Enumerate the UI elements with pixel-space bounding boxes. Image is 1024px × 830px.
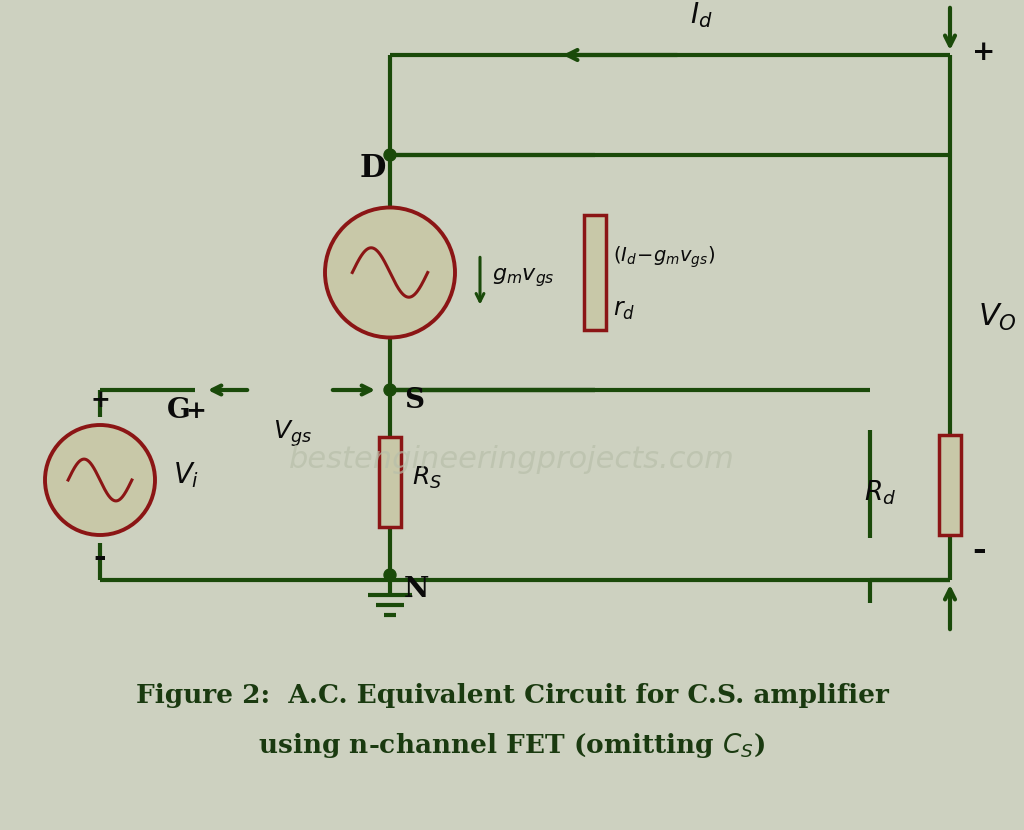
Text: +: +	[90, 388, 110, 412]
Text: N: N	[404, 576, 429, 603]
Text: S: S	[404, 387, 424, 414]
Text: $I_d$: $I_d$	[690, 0, 713, 30]
Text: +: +	[185, 399, 206, 423]
Text: $(I_d\!-\!g_m v_{gs})$: $(I_d\!-\!g_m v_{gs})$	[613, 245, 715, 271]
Text: $r_d$: $r_d$	[613, 299, 635, 322]
Text: Figure 2:  A.C. Equivalent Circuit for C.S. amplifier: Figure 2: A.C. Equivalent Circuit for C.…	[135, 682, 889, 707]
Circle shape	[384, 384, 396, 396]
Text: $V_i$: $V_i$	[173, 460, 200, 490]
Text: G: G	[167, 397, 190, 424]
Text: D: D	[360, 153, 386, 184]
Circle shape	[45, 425, 155, 535]
Text: -: -	[972, 534, 986, 567]
Text: $R_d$: $R_d$	[864, 479, 896, 507]
Text: +: +	[972, 39, 995, 66]
Bar	[379, 437, 401, 528]
Circle shape	[325, 208, 455, 338]
Circle shape	[384, 569, 396, 581]
Bar	[939, 435, 961, 535]
Text: bestengineeringprojects.com: bestengineeringprojects.com	[289, 446, 735, 475]
Text: using n-channel FET (omitting $C_S$): using n-channel FET (omitting $C_S$)	[258, 730, 766, 759]
Text: $V_O$: $V_O$	[978, 301, 1017, 333]
Text: $g_m v_{gs}$: $g_m v_{gs}$	[492, 266, 555, 289]
Text: $R_S$: $R_S$	[412, 465, 442, 491]
Circle shape	[384, 149, 396, 161]
Text: $V_{gs}$: $V_{gs}$	[272, 418, 311, 449]
Text: -: -	[93, 541, 106, 573]
Bar	[584, 215, 606, 330]
